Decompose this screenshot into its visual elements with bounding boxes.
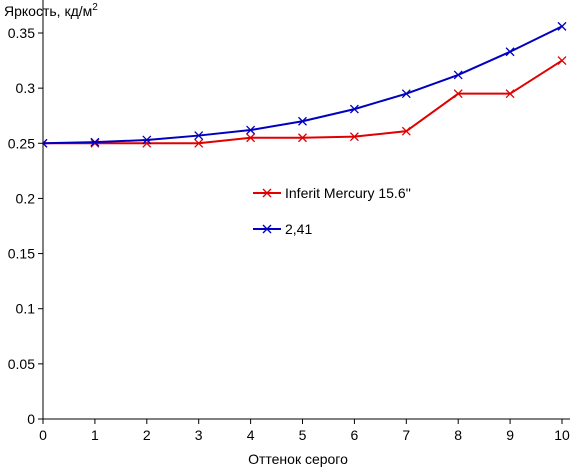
x-tick-label: 7 (402, 427, 410, 443)
series-inferit-point (505, 89, 515, 99)
series-gamma-point (401, 89, 411, 99)
series-gamma-point (557, 21, 567, 31)
series-gamma-point (246, 125, 256, 135)
x-tick-label: 6 (351, 427, 359, 443)
y-tick-label: 0 (27, 411, 35, 427)
series-inferit-point (557, 56, 567, 66)
legend-label: Inferit Mercury 15.6'' (285, 185, 411, 201)
series-gamma (43, 21, 567, 148)
series-gamma-point (298, 116, 307, 126)
y-tick-label: 0.3 (16, 80, 36, 96)
legend-label: 2,41 (285, 221, 312, 237)
y-ticks: 0 0.05 0.1 0.15 0.2 0.25 0.3 0.35 (8, 25, 43, 427)
x-tick-label: 2 (143, 427, 151, 443)
legend-item: 2,41 (253, 221, 312, 237)
y-tick-label: 0.35 (8, 25, 35, 41)
series-inferit (43, 56, 567, 148)
series-gamma-point (43, 138, 48, 148)
x-tick-label: 3 (195, 427, 203, 443)
series-gamma-point (453, 70, 463, 80)
y-tick-label: 0.15 (8, 246, 35, 262)
x-tick-label: 0 (39, 427, 47, 443)
legend: Inferit Mercury 15.6'' 2,41 (253, 185, 411, 237)
y-tick-label: 0.25 (8, 135, 35, 151)
legend-item: Inferit Mercury 15.6'' (253, 185, 411, 201)
series-gamma-point (90, 137, 100, 147)
y-axis-title-main: Яркость, кд/м (4, 3, 92, 19)
x-tick-label: 1 (91, 427, 99, 443)
x-tick-label: 4 (247, 427, 255, 443)
x-tick-label: 10 (554, 427, 570, 443)
y-axis-title: Яркость, кд/м2 (4, 2, 98, 19)
y-tick-label: 0.2 (16, 190, 36, 206)
series-inferit-line (43, 59, 563, 145)
series-inferit-point (298, 133, 307, 143)
series-inferit-point (453, 89, 463, 99)
y-tick-label: 0.05 (8, 356, 35, 372)
y-axis-title-superscript: 2 (92, 2, 98, 13)
series-inferit-point (194, 138, 204, 148)
y-tick-label: 0.1 (16, 301, 36, 317)
series-inferit-point (246, 133, 256, 143)
x-tick-label: 8 (454, 427, 462, 443)
x-ticks: 0 1 2 3 4 5 6 7 8 9 10 (39, 419, 570, 443)
x-axis-title: Оттенок серого (248, 451, 348, 467)
axes (42, 0, 570, 420)
series-gamma-point (349, 104, 359, 114)
series-gamma-line (43, 25, 563, 145)
series-gamma-point (142, 135, 152, 145)
series-inferit-point (349, 132, 359, 142)
x-tick-label: 5 (299, 427, 307, 443)
x-tick-label: 9 (506, 427, 514, 443)
series-layer (43, 21, 567, 148)
series-inferit-point (90, 138, 100, 148)
series-inferit-point (401, 126, 411, 136)
series-gamma-point (505, 47, 515, 57)
series-gamma-point (194, 131, 204, 141)
